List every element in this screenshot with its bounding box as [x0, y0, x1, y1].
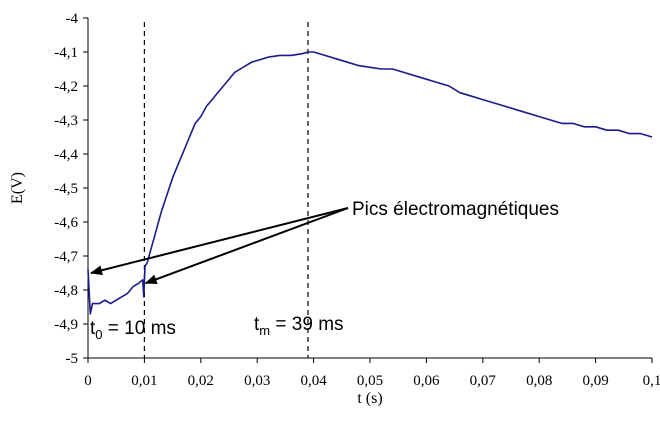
annotation-arrow	[144, 207, 349, 285]
t0-base: t	[90, 318, 96, 339]
series-line	[87, 51, 653, 315]
y-ticks: -4 -4,1 -4,2 -4,3 -4,4 -4,5 -4,6 -4,7 -4,8 -4,9 -5	[54, 11, 88, 367]
tm-value: = 39 ms	[270, 314, 343, 335]
y-tick-label: -4,9	[54, 317, 78, 333]
y-tick-label: -4,7	[54, 249, 78, 265]
x-tick-label: 0,03	[244, 373, 270, 389]
series-group	[87, 51, 653, 315]
y-tick-label: -4,1	[54, 45, 78, 61]
x-tick-label: 0,1	[643, 373, 660, 389]
y-tick-label: -4	[66, 11, 79, 27]
annotation-label: Pics électromagnétiques	[352, 199, 559, 220]
annotation-arrows	[90, 207, 349, 285]
t0-value: = 10 ms	[103, 318, 176, 339]
x-tick-label: 0	[84, 373, 92, 389]
x-tick-label: 0,08	[526, 373, 552, 389]
y-tick-label: -4,8	[54, 283, 78, 299]
y-tick-label: -4,3	[54, 113, 78, 129]
reference-lines	[143, 22, 309, 358]
t0-annotation: t0 = 10 ms	[90, 318, 176, 342]
x-tick-label: 0,09	[582, 373, 608, 389]
y-tick-label: -5	[66, 351, 79, 367]
y-axis-title: E(V)	[9, 172, 26, 204]
axes	[87, 18, 652, 359]
y-tick-label: -4,2	[54, 79, 78, 95]
x-tick-label: 0,07	[470, 373, 497, 389]
tm-base: t	[254, 314, 260, 335]
y-tick-label: -4,4	[54, 147, 78, 163]
x-tick-label: 0,02	[188, 373, 214, 389]
y-tick-label: -4,5	[54, 181, 78, 197]
x-tick-label: 0,05	[357, 373, 383, 389]
t0-subscript: 0	[95, 327, 102, 342]
tm-annotation: tm = 39 ms	[254, 314, 344, 338]
x-tick-label: 0,06	[413, 373, 440, 389]
x-ticks: 0 0,01 0,02 0,03 0,04 0,05 0,06 0,07 0,08 0,09 0,1	[84, 358, 660, 389]
annotation-arrow	[90, 207, 349, 276]
x-tick-label: 0,04	[300, 373, 327, 389]
tm-subscript: m	[259, 323, 270, 338]
x-axis-title: t (s)	[357, 390, 382, 407]
y-tick-label: -4,6	[54, 215, 78, 231]
x-tick-label: 0,01	[131, 373, 157, 389]
